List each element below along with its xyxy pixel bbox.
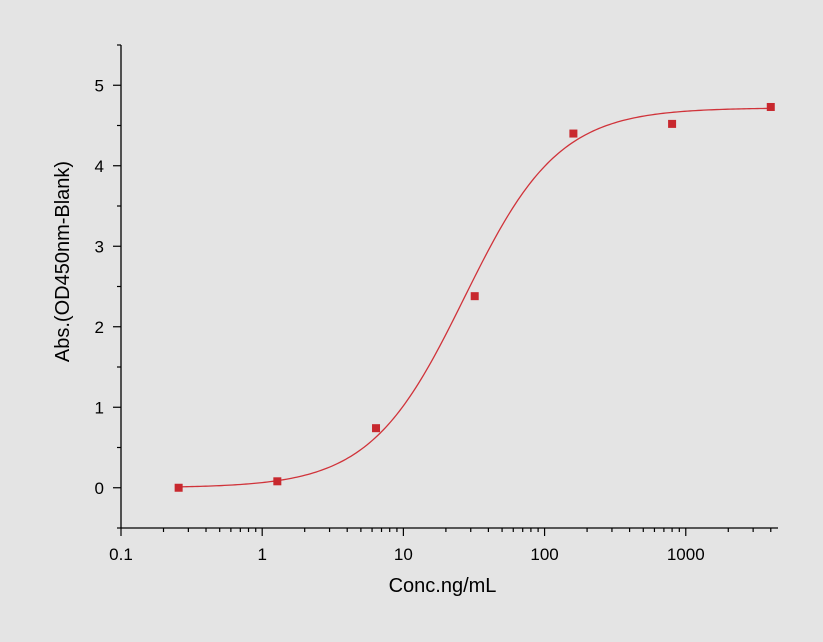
data-point	[569, 129, 578, 138]
x-tick-label: 1000	[667, 545, 705, 564]
y-axis-title: Abs.(OD450nm-Blank)	[52, 161, 74, 362]
y-tick-label: 5	[95, 76, 104, 95]
x-tick-label: 1	[257, 545, 266, 564]
data-point	[273, 477, 282, 486]
y-tick-label: 0	[95, 479, 104, 498]
data-point	[470, 292, 479, 301]
data-point	[372, 424, 381, 433]
y-tick-label: 1	[95, 398, 104, 417]
x-axis-title: Conc.ng/mL	[389, 575, 497, 597]
y-tick-label: 4	[95, 157, 104, 176]
x-tick-label: 100	[530, 545, 558, 564]
data-point	[766, 102, 775, 111]
data-point	[174, 483, 183, 492]
axes: 0.1 1 10 100 1000 0 1 2 3 4 5	[95, 44, 778, 564]
y-tick-label: 3	[95, 237, 104, 256]
x-tick-label: 10	[394, 545, 413, 564]
data-point	[668, 119, 677, 128]
x-tick-label: 0.1	[109, 545, 133, 564]
y-tick-label: 2	[95, 318, 104, 337]
data-points-layer	[174, 102, 775, 492]
